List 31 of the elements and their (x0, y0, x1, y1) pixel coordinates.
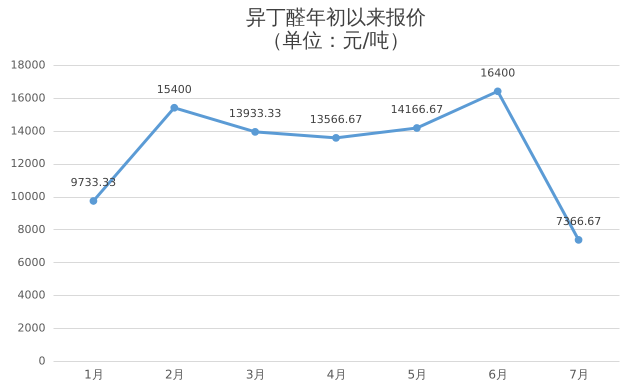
point (251, 128, 260, 136)
y-tick-label: 4000 (18, 288, 46, 302)
y-tick-label: 14000 (10, 124, 46, 138)
x-tick-label: 7月 (569, 368, 589, 382)
data-label: 13566.67 (310, 112, 362, 126)
x-tick-label: 5月 (408, 368, 428, 382)
chart-title: 异丁醛年初以来报价 (246, 5, 426, 29)
x-tick-label: 2月 (164, 368, 185, 382)
point (494, 87, 502, 96)
y-tick-label: 10000 (10, 190, 46, 204)
x-tick-label: 1月 (84, 368, 104, 382)
point (90, 197, 98, 205)
y-tick-label: 0 (38, 354, 46, 368)
y-tick-label: 12000 (10, 157, 46, 170)
point (332, 134, 340, 142)
y-tick-label: 2000 (18, 322, 46, 335)
data-label: 13933.33 (228, 106, 282, 120)
point (412, 124, 421, 132)
data-label: 14166.67 (390, 103, 444, 116)
y-tick-label: 8000 (18, 222, 46, 236)
data-label: 16400 (480, 66, 516, 80)
data-label: 15400 (156, 82, 192, 96)
x-tick-label: 6月 (488, 368, 508, 382)
point (574, 236, 582, 244)
y-tick-label: 18000 (10, 58, 46, 72)
point (170, 104, 178, 112)
y-tick-label: 6000 (18, 256, 46, 269)
x-tick-label: 3月 (246, 368, 266, 382)
chart-subtitle: （单位：元/吨） (262, 28, 410, 52)
x-tick-label: 4月 (326, 368, 346, 382)
y-tick-label: 16000 (10, 91, 46, 104)
